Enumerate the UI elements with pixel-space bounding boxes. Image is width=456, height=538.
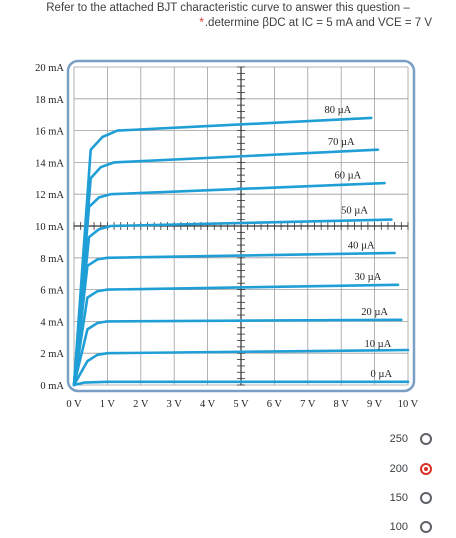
option-label: 200 [389, 463, 408, 475]
radio-button-icon[interactable] [420, 463, 432, 475]
y-tick-label: 0 mA [40, 381, 64, 392]
x-tick-label: 0 V [66, 399, 82, 410]
curve-label: 80 µA [324, 105, 351, 116]
y-tick-label: 4 mA [40, 317, 64, 328]
question-text-line2-body: .determine βDC at IC = 5 mA and VCE = 7 … [204, 17, 432, 29]
curve-label: 30 µA [355, 272, 382, 283]
y-tick-label: 20 mA [35, 63, 64, 74]
y-tick-label: 10 mA [35, 222, 64, 233]
radio-button-icon[interactable] [420, 492, 432, 504]
y-tick-label: 18 mA [35, 95, 64, 106]
x-tick-label: 6 V [267, 399, 283, 410]
curve-label: 20 µA [361, 307, 388, 318]
option-250[interactable]: 250 [390, 428, 432, 450]
curve-10-µA [72, 348, 410, 387]
question-header: Refer to the attached BJT characteristic… [0, 0, 456, 36]
x-tick-label: 10 V [398, 399, 419, 410]
option-200[interactable]: 200 [390, 458, 432, 480]
chart-svg: 80 µA 70 µA 60 µA 50 µA 40 µA 30 µA 20 µA 10 µA… [35, 59, 419, 410]
curve-80-µA [72, 116, 373, 387]
curve-0-µA [72, 380, 410, 387]
option-100[interactable]: 100 [390, 516, 432, 538]
curve-label: 0 µA [371, 369, 393, 380]
curve-label: 50 µA [341, 205, 368, 216]
x-tick-label: 4 V [200, 399, 216, 410]
bjt-characteristic-chart: 80 µA 70 µA 60 µA 50 µA 40 µA 30 µA 20 µA 10 µA… [0, 55, 456, 420]
y-tick-label: 14 mA [35, 158, 64, 169]
y-tick-label: 12 mA [35, 190, 64, 201]
radio-button-icon[interactable] [420, 433, 432, 445]
curve-30-µA [72, 283, 400, 387]
curve-label: 40 µA [348, 240, 375, 251]
option-label: 250 [389, 433, 408, 445]
x-tick-label: 2 V [133, 399, 149, 410]
x-tick-label: 3 V [167, 399, 183, 410]
question-text-line2: *.determine βDC at IC = 5 mA and VCE = 7… [199, 17, 432, 29]
y-tick-label: 16 mA [35, 127, 64, 138]
y-tick-label: 2 mA [40, 349, 64, 360]
curve-50-µA [72, 218, 393, 387]
x-tick-label: 8 V [334, 399, 350, 410]
answer-options: 250 200 150 100 [0, 428, 456, 533]
radio-button-icon[interactable] [420, 521, 432, 533]
option-label: 100 [389, 521, 408, 533]
x-tick-label: 5 V [233, 399, 249, 410]
curve-label: 70 µA [328, 137, 355, 148]
x-tick-label: 1 V [100, 399, 116, 410]
option-150[interactable]: 150 [390, 487, 432, 509]
y-tick-label: 8 mA [40, 254, 64, 265]
question-text-line1: Refer to the attached BJT characteristic… [46, 2, 410, 14]
option-label: 150 [389, 492, 408, 504]
curve-label: 60 µA [334, 170, 361, 181]
curve-70-µA [72, 148, 380, 387]
x-tick-label: 9 V [367, 399, 383, 410]
curve-20-µA [72, 318, 403, 387]
y-tick-label: 6 mA [40, 286, 64, 297]
curve-label: 10 µA [365, 339, 392, 350]
x-tick-label: 7 V [300, 399, 316, 410]
required-asterisk: * [199, 17, 204, 29]
